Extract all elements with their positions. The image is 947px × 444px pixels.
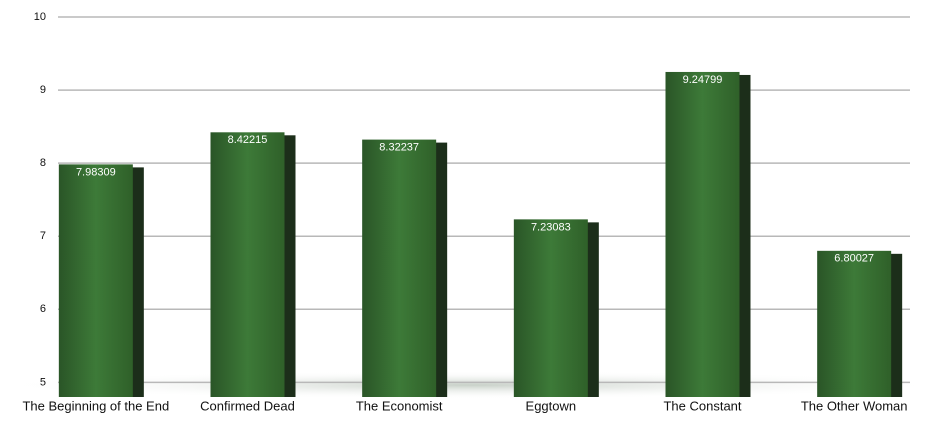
x-tick-label: The Other Woman bbox=[801, 398, 908, 413]
y-tick-label: 6 bbox=[40, 303, 46, 315]
value-label: 7.23083 bbox=[531, 221, 571, 233]
value-label: 8.32237 bbox=[379, 142, 419, 154]
bar bbox=[817, 250, 892, 397]
bar bbox=[513, 219, 588, 397]
bar-side bbox=[586, 222, 599, 397]
x-tick-label: The Economist bbox=[356, 398, 443, 413]
x-tick-label: The Constant bbox=[663, 398, 741, 413]
y-tick-label: 9 bbox=[40, 84, 46, 96]
y-tick-label: 5 bbox=[40, 376, 46, 388]
bar-side bbox=[890, 253, 903, 397]
value-label: 6.80027 bbox=[834, 253, 874, 265]
bar bbox=[210, 132, 285, 397]
y-tick-label: 7 bbox=[40, 230, 46, 242]
value-label: 7.98309 bbox=[76, 166, 116, 178]
bar bbox=[58, 164, 133, 397]
bar bbox=[362, 139, 437, 397]
bar bbox=[665, 71, 740, 397]
bar-side bbox=[283, 135, 296, 397]
bar-side bbox=[435, 142, 448, 397]
value-label: 8.42215 bbox=[228, 134, 268, 146]
x-tick-label: Eggtown bbox=[526, 398, 577, 413]
x-tick-label: The Beginning of the End bbox=[22, 398, 169, 413]
y-tick-label: 8 bbox=[40, 157, 46, 169]
value-label: 9.24799 bbox=[683, 74, 723, 86]
y-tick-label: 10 bbox=[34, 11, 46, 23]
bar-side bbox=[131, 167, 144, 397]
bar-side bbox=[738, 74, 751, 397]
x-tick-label: Confirmed Dead bbox=[200, 398, 295, 413]
